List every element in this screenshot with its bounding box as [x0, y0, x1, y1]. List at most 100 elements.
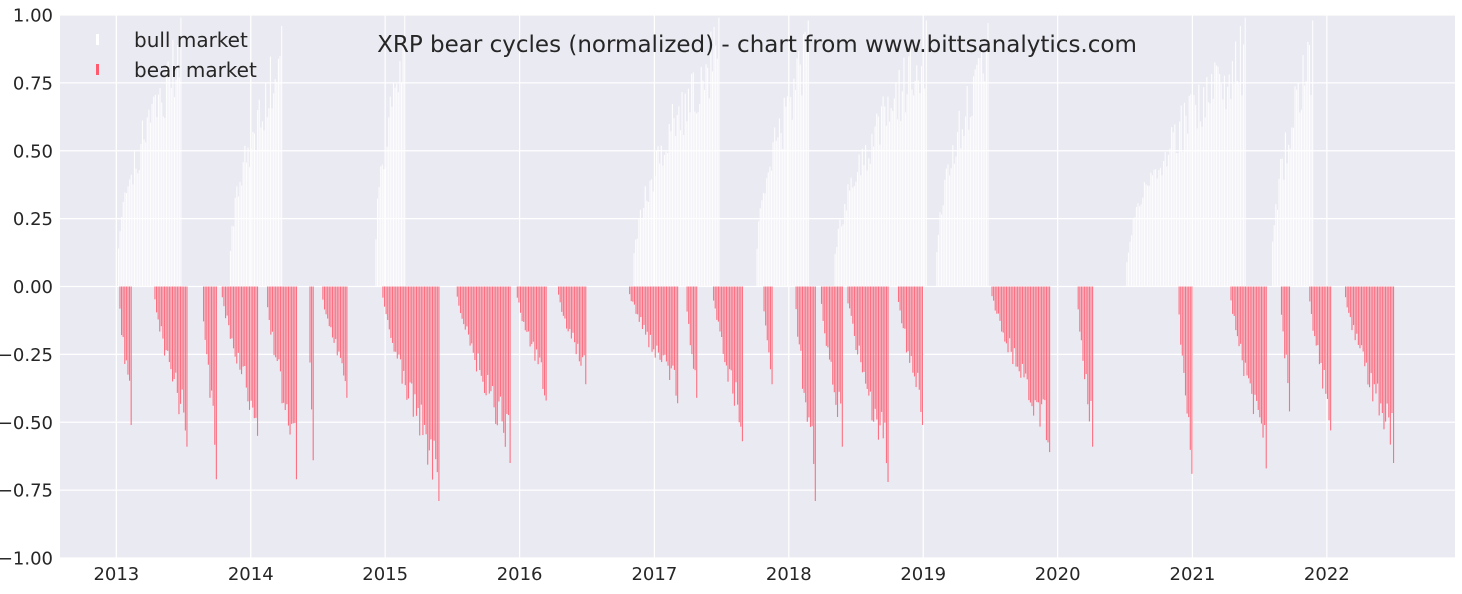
bar — [639, 209, 642, 287]
bar — [1265, 286, 1267, 469]
bar — [884, 106, 886, 287]
bar — [543, 286, 546, 396]
bar — [653, 286, 655, 350]
bar — [879, 144, 881, 287]
bar — [1260, 286, 1262, 424]
bar — [287, 286, 289, 426]
legend-swatch-bear — [96, 64, 99, 75]
bar — [795, 286, 797, 310]
period — [1345, 286, 1395, 463]
bar — [694, 111, 696, 287]
bar — [941, 214, 943, 287]
bar — [952, 145, 954, 287]
bar — [1383, 286, 1385, 430]
bar — [1090, 286, 1092, 402]
bar — [156, 116, 158, 287]
bar — [519, 286, 522, 313]
bar — [263, 130, 265, 287]
bar — [707, 67, 709, 287]
bar — [516, 286, 518, 298]
bar — [141, 120, 144, 287]
bar — [1127, 252, 1129, 287]
bar — [1193, 95, 1195, 287]
bar — [871, 286, 873, 421]
bar — [646, 200, 648, 287]
bar — [1183, 286, 1185, 373]
bar — [671, 104, 674, 287]
bar — [121, 286, 123, 336]
bar — [1232, 286, 1234, 314]
bar — [1031, 286, 1033, 407]
bar — [863, 165, 865, 287]
bar — [945, 168, 947, 287]
bar — [170, 87, 172, 287]
bar — [1364, 286, 1366, 367]
bar — [652, 191, 654, 287]
bar — [1017, 286, 1019, 367]
bar — [759, 208, 761, 287]
bar — [966, 85, 968, 287]
bar — [644, 186, 646, 287]
bar — [215, 286, 217, 480]
bar — [876, 113, 878, 287]
period — [1178, 286, 1193, 474]
bar — [1206, 77, 1208, 287]
bar — [797, 286, 799, 337]
bar — [526, 286, 528, 332]
bar — [234, 286, 236, 357]
bar — [844, 203, 846, 287]
bar — [312, 286, 314, 461]
bar — [982, 73, 984, 287]
bar — [847, 286, 849, 304]
bar — [125, 286, 127, 361]
bar — [802, 34, 805, 287]
bar — [1158, 170, 1160, 287]
bar — [1388, 286, 1390, 418]
bar — [1178, 286, 1180, 315]
bar — [154, 94, 156, 287]
legend-label-bull: bull market — [134, 28, 248, 52]
bar — [725, 286, 727, 366]
bar — [275, 286, 277, 358]
x-tick-label: 2021 — [1170, 564, 1216, 585]
bar — [1367, 286, 1369, 385]
bar — [507, 286, 510, 416]
bar — [1345, 286, 1347, 298]
y-tick-label: 0.75 — [13, 73, 53, 94]
bar — [651, 286, 653, 352]
bar — [772, 142, 774, 287]
x-axis-ticks: 2013 2014 2015 2016 2017 2018 2019 2020 2021 2022 — [93, 564, 1349, 585]
bar — [977, 58, 979, 287]
bar — [1023, 286, 1025, 378]
bar — [716, 286, 718, 320]
bar — [675, 286, 677, 396]
bar — [212, 286, 214, 406]
period — [382, 286, 440, 501]
bar — [524, 286, 526, 331]
bar — [1185, 115, 1187, 287]
bar — [676, 114, 678, 287]
bar — [1283, 179, 1285, 287]
bar — [637, 286, 639, 315]
bar — [138, 170, 140, 287]
bar — [529, 286, 531, 347]
bar — [1249, 286, 1251, 384]
bar — [1159, 167, 1161, 287]
bar — [1308, 45, 1310, 287]
bar — [383, 286, 386, 307]
bar — [125, 192, 128, 287]
bar — [149, 122, 152, 287]
bar — [871, 133, 873, 287]
bar — [1353, 286, 1355, 326]
bar — [874, 286, 876, 409]
bar — [256, 286, 259, 436]
bar — [436, 286, 438, 473]
bar — [283, 286, 285, 403]
bar — [827, 286, 829, 348]
bar — [1296, 89, 1298, 287]
bar — [391, 286, 394, 343]
bar — [389, 96, 391, 287]
bar — [271, 108, 273, 287]
bar — [498, 286, 500, 402]
bar — [1042, 286, 1044, 400]
